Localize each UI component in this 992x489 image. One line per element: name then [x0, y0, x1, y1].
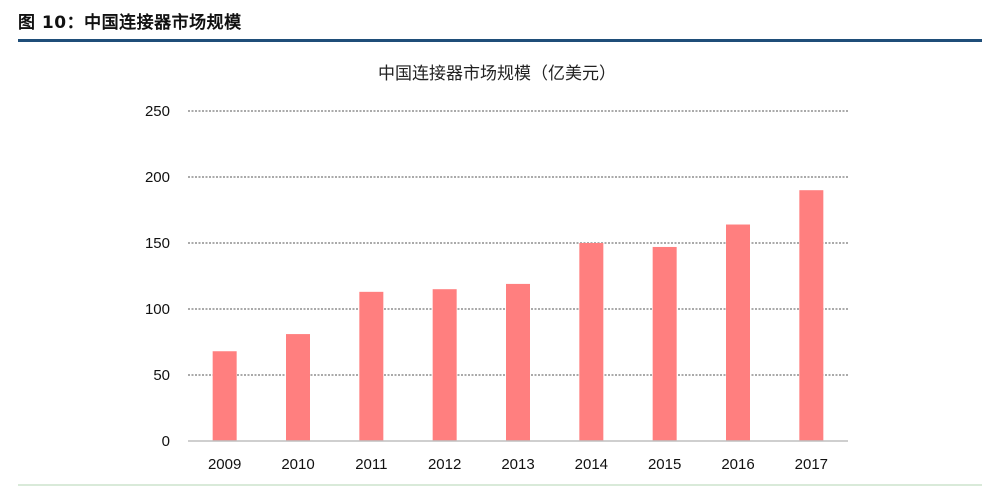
x-tick-label: 2015: [648, 456, 681, 473]
bar-2015: [652, 246, 677, 441]
x-axis-ticks: 2009 2010 2011 2012 2013 2014 2015 2016 2017: [208, 456, 828, 473]
y-axis-ticks: 0 50 100 150 200 250: [145, 103, 170, 450]
bar-2010: [286, 334, 310, 441]
y-tick-label: 250: [145, 103, 170, 120]
x-tick-label: 2011: [355, 456, 387, 473]
x-tick-label: 2014: [575, 456, 608, 473]
y-tick-label: 150: [145, 235, 170, 252]
header-rule: [18, 39, 982, 42]
y-tick-label: 0: [162, 433, 170, 450]
x-tick-label: 2013: [501, 456, 534, 473]
bar-2014: [579, 243, 604, 441]
bar-2012: [432, 289, 457, 441]
y-tick-label: 100: [145, 301, 170, 318]
bars: [212, 190, 824, 441]
x-tick-label: 2016: [721, 456, 754, 473]
x-tick-label: 2012: [428, 456, 461, 473]
chart-title: 中国连接器市场规模（亿美元）: [378, 64, 616, 84]
footer-rule: [18, 484, 982, 486]
y-tick-label: 50: [153, 367, 170, 384]
y-tick-label: 200: [145, 169, 170, 186]
figure-label: 图 10：中国连接器市场规模: [18, 13, 242, 33]
x-tick-label: 2010: [281, 456, 314, 473]
bar-2017: [799, 190, 824, 441]
x-tick-label: 2009: [208, 456, 241, 473]
bar-2013: [506, 283, 530, 441]
bar-2009: [212, 351, 237, 441]
bar-2011: [359, 291, 384, 441]
bar-2016: [726, 224, 750, 441]
x-tick-label: 2017: [795, 456, 828, 473]
